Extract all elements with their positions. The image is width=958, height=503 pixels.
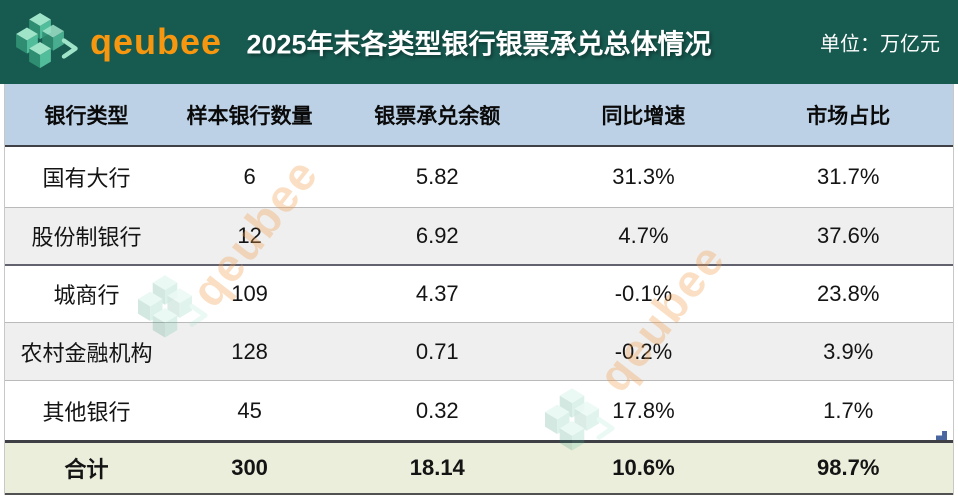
total-bank-type: 合计 (64, 457, 109, 482)
cell-balance: 6.92 (415, 223, 459, 248)
column-header-bank-type: 银行类型 (44, 104, 129, 128)
logo-text: qeubee (90, 21, 223, 62)
column-header-sample-count: 样本银行数量 (186, 104, 313, 128)
total-market-share: 98.7% (817, 455, 880, 480)
page-title: 2025年末各类型银行银票承兑总体情况 (246, 29, 712, 60)
total-sample-count: 300 (231, 455, 268, 480)
column-header-balance: 银票承兑余额 (374, 104, 501, 128)
table-row: 城商行 109 4.37 -0.1% 23.8% (5, 264, 953, 322)
cell-bank-type: 股份制银行 (31, 225, 142, 250)
table-row: 农村金融机构 128 0.71 -0.2% 3.9% (5, 322, 953, 380)
cell-sample-count: 6 (243, 164, 256, 189)
header-bar: qeubee 2025年末各类型银行银票承兑总体情况 单位：万亿元 (0, 0, 958, 84)
logo: qeubee (16, 13, 222, 71)
cell-market-share: 3.9% (823, 338, 874, 364)
cell-yoy-growth: 17.8% (612, 397, 675, 423)
cell-sample-count: 128 (231, 338, 268, 364)
table-row: 股份制银行 12 6.92 4.7% 37.6% (5, 207, 953, 264)
cell-bank-type: 城商行 (53, 283, 120, 308)
cell-sample-count: 109 (231, 281, 268, 306)
table-total-row: 合计 300 18.14 10.6% 98.7% (5, 440, 953, 495)
cell-yoy-growth: -0.2% (614, 338, 673, 364)
cell-market-share: 37.6% (817, 223, 880, 248)
cell-yoy-growth: 31.3% (612, 164, 675, 189)
cell-balance: 4.37 (415, 281, 459, 306)
cell-bank-type: 国有大行 (42, 166, 131, 191)
logo-cubes-icon (16, 13, 80, 71)
cell-bank-type: 农村金融机构 (20, 340, 153, 366)
cell-balance: 0.71 (415, 338, 459, 364)
column-header-yoy-growth: 同比增速 (601, 104, 686, 128)
table-row: 国有大行 6 5.82 31.3% 31.7% (5, 147, 953, 207)
cell-sample-count: 45 (237, 397, 262, 423)
cell-sample-count: 12 (237, 223, 262, 248)
total-yoy-growth: 10.6% (612, 455, 675, 480)
column-header-market-share: 市场占比 (806, 104, 891, 128)
unit-label: 单位：万亿元 (820, 33, 940, 56)
cell-yoy-growth: 4.7% (618, 223, 669, 248)
total-balance: 18.14 (409, 455, 465, 480)
scroll-corner-artifact (936, 431, 947, 440)
cell-market-share: 1.7% (823, 397, 874, 423)
cell-bank-type: 其他银行 (42, 399, 131, 425)
cell-market-share: 23.8% (817, 281, 880, 306)
cell-market-share: 31.7% (817, 164, 880, 189)
cell-balance: 5.82 (415, 164, 459, 189)
table-header-row: 银行类型 样本银行数量 银票承兑余额 同比增速 市场占比 (5, 84, 953, 147)
data-table: 银行类型 样本银行数量 银票承兑余额 同比增速 市场占比 国有大行 6 5.82… (4, 84, 954, 495)
cell-yoy-growth: -0.1% (614, 281, 673, 306)
cell-balance: 0.32 (415, 397, 459, 423)
table-row: 其他银行 45 0.32 17.8% 1.7% (5, 380, 953, 440)
